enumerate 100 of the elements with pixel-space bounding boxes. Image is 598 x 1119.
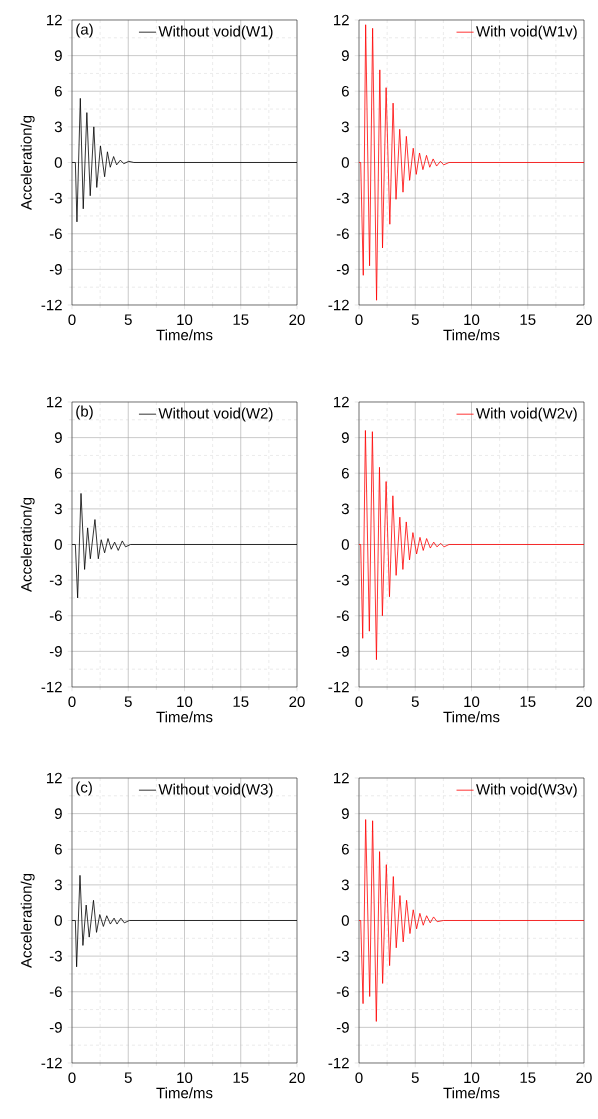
x-tick-label: 0 xyxy=(355,696,363,708)
x-tick-label: 10 xyxy=(464,696,480,708)
legend-label: With void(W1v) xyxy=(476,25,577,40)
x-tick-label: 0 xyxy=(355,314,363,326)
y-tick-label: 3 xyxy=(54,121,62,133)
y-tick-label: 0 xyxy=(341,915,349,926)
y-tick-label: 9 xyxy=(341,432,349,443)
y-tick-label: 3 xyxy=(341,503,349,515)
y-tick-label: -3 xyxy=(336,192,349,204)
legend-label: Without void(W3) xyxy=(158,783,273,798)
annotation: (c) xyxy=(76,781,92,796)
y-tick-label: -12 xyxy=(41,681,62,693)
y-tick-label: 12 xyxy=(333,772,349,784)
y-tick-label: -3 xyxy=(336,574,349,586)
y-tick-label: 6 xyxy=(54,843,62,855)
x-tick-label: 15 xyxy=(520,314,536,325)
y-tick-label: 6 xyxy=(341,467,349,479)
y-tick-label: -9 xyxy=(336,264,349,275)
x-tick-label: 10 xyxy=(464,314,480,326)
annotation: (a) xyxy=(76,23,93,38)
line-series xyxy=(359,24,584,301)
y-tick-label: -6 xyxy=(49,228,62,240)
x-tick-label: 20 xyxy=(289,1072,305,1084)
y-tick-label: -9 xyxy=(49,1022,62,1033)
y-tick-label: -12 xyxy=(328,299,349,311)
y-tick-label: 12 xyxy=(333,14,349,26)
y-tick-label: -9 xyxy=(49,646,62,657)
y-tick-label: 3 xyxy=(54,879,62,891)
y-tick-label: 0 xyxy=(341,539,349,550)
x-tick-label: 15 xyxy=(520,1072,536,1083)
x-tick-label: 20 xyxy=(576,696,592,708)
y-tick-label: -9 xyxy=(336,1022,349,1033)
y-tick-label: -3 xyxy=(49,950,62,962)
y-tick-label: 0 xyxy=(54,915,62,926)
y-tick-label: 12 xyxy=(46,396,62,408)
y-tick-label: 6 xyxy=(341,85,349,97)
y-tick-label: 0 xyxy=(54,157,62,168)
y-tick-label: -6 xyxy=(49,610,62,622)
x-tick-label: 5 xyxy=(124,1072,132,1083)
x-axis-title: Time/ms xyxy=(156,1087,213,1099)
annotation: (b) xyxy=(76,405,93,420)
y-tick-label: -6 xyxy=(49,986,62,998)
x-tick-label: 0 xyxy=(68,1072,76,1084)
y-tick-label: -6 xyxy=(336,986,349,998)
x-tick-label: 10 xyxy=(177,1072,193,1084)
y-tick-label: -3 xyxy=(49,574,62,586)
x-tick-label: 5 xyxy=(411,1072,419,1083)
x-tick-label: 15 xyxy=(520,696,536,707)
y-tick-label: 3 xyxy=(341,879,349,891)
x-tick-label: 15 xyxy=(233,696,249,707)
y-tick-label: 12 xyxy=(46,14,62,26)
line-series xyxy=(359,430,584,661)
x-tick-label: 10 xyxy=(177,696,193,708)
y-tick-label: 9 xyxy=(54,432,62,443)
y-tick-label: 6 xyxy=(341,843,349,855)
x-tick-label: 5 xyxy=(124,314,132,325)
y-tick-label: -9 xyxy=(49,264,62,275)
x-tick-label: 20 xyxy=(576,1072,592,1084)
y-tick-label: 12 xyxy=(333,396,349,408)
legend-label: Without void(W2) xyxy=(158,407,273,422)
x-tick-label: 0 xyxy=(68,696,76,708)
x-tick-label: 15 xyxy=(233,1072,249,1083)
y-tick-label: 12 xyxy=(46,772,62,784)
x-tick-label: 20 xyxy=(576,314,592,326)
y-tick-label: -12 xyxy=(41,299,62,311)
y-tick-label: -3 xyxy=(336,950,349,962)
y-tick-label: 9 xyxy=(341,50,349,61)
y-tick-label: -12 xyxy=(41,1057,62,1069)
x-tick-label: 10 xyxy=(177,314,193,326)
y-axis-title: Acceleration/g xyxy=(20,115,35,210)
legend-label: Without void(W1) xyxy=(158,25,273,40)
y-tick-label: -12 xyxy=(328,1057,349,1069)
y-tick-label: 0 xyxy=(341,157,349,168)
y-tick-label: -9 xyxy=(336,646,349,657)
x-tick-label: 5 xyxy=(124,696,132,707)
x-axis-title: Time/ms xyxy=(156,711,213,723)
legend-label: With void(W2v) xyxy=(476,407,577,422)
x-axis-title: Time/ms xyxy=(156,329,213,341)
x-axis-title: Time/ms xyxy=(443,711,500,723)
y-axis-title: Acceleration/g xyxy=(20,873,35,968)
y-tick-label: 6 xyxy=(54,467,62,479)
y-tick-label: 0 xyxy=(54,539,62,550)
x-tick-label: 5 xyxy=(411,696,419,707)
x-tick-label: 10 xyxy=(464,1072,480,1084)
legend-label: With void(W3v) xyxy=(476,783,577,798)
x-axis-title: Time/ms xyxy=(443,329,500,341)
y-tick-label: -12 xyxy=(328,681,349,693)
y-tick-label: -3 xyxy=(49,192,62,204)
y-tick-label: 9 xyxy=(54,50,62,61)
y-tick-label: 3 xyxy=(341,121,349,133)
x-tick-label: 5 xyxy=(411,314,419,325)
x-tick-label: 0 xyxy=(68,314,76,326)
y-tick-label: 9 xyxy=(341,808,349,819)
y-tick-label: -6 xyxy=(336,228,349,240)
y-tick-label: 6 xyxy=(54,85,62,97)
line-series xyxy=(359,819,584,1022)
y-tick-label: 3 xyxy=(54,503,62,515)
y-tick-label: 9 xyxy=(54,808,62,819)
x-tick-label: 20 xyxy=(289,314,305,326)
y-tick-label: -6 xyxy=(336,610,349,622)
